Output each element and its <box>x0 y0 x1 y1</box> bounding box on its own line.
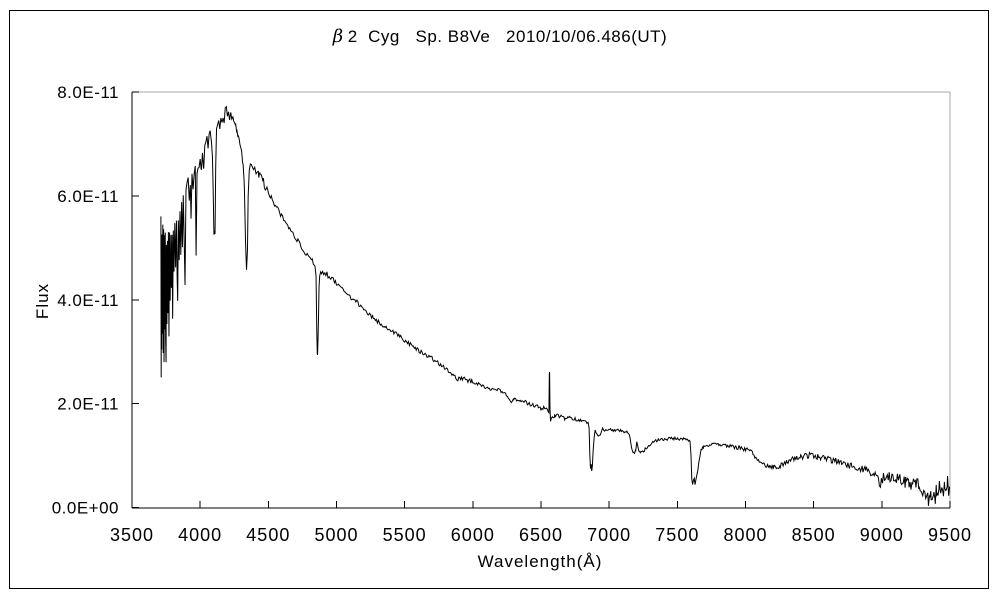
x-tick-label: 9000 <box>860 525 904 545</box>
x-tick-label: 8500 <box>792 525 836 545</box>
spectrum-line <box>160 105 951 506</box>
axis-ticks <box>131 91 951 508</box>
x-tick-label: 5000 <box>314 525 358 545</box>
y-tick-label: 4.0E-11 <box>57 291 119 310</box>
plot-frame <box>131 91 951 509</box>
x-tick-label: 4000 <box>178 525 222 545</box>
x-tick-label: 4500 <box>246 525 290 545</box>
x-tick-label: 7500 <box>655 525 699 545</box>
y-tick-label: 6.0E-11 <box>57 187 119 206</box>
y-tick-label: 0.0E+00 <box>52 499 119 518</box>
x-tick-label: 8000 <box>723 525 767 545</box>
x-tick-label: 7000 <box>587 525 631 545</box>
y-tick-label: 2.0E-11 <box>57 395 119 414</box>
x-tick-label: 5500 <box>383 525 427 545</box>
y-tick-label: 8.0E-11 <box>57 83 119 102</box>
title-beta-symbol: β <box>332 26 344 47</box>
title-text: 2 Cyg Sp. B8Ve 2010/10/06.486(UT) <box>347 27 668 46</box>
x-tick-label: 6500 <box>519 525 563 545</box>
axis-tick-labels: 3500 4000 4500 5000 5500 6000 6500 7000 7500 8000… <box>52 83 972 545</box>
y-axis-label: Flux <box>33 283 52 319</box>
x-tick-label: 6000 <box>451 525 495 545</box>
x-tick-label: 9500 <box>928 525 972 545</box>
x-tick-label: 3500 <box>110 525 154 545</box>
x-axis-label: Wavelength(Å) <box>478 552 603 571</box>
